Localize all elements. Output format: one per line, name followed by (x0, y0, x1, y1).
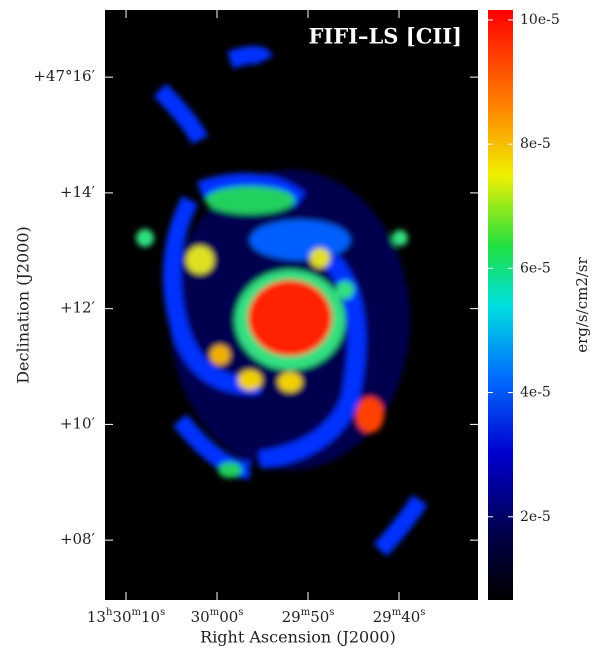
colorbar-label: erg/s/cm2/sr (573, 256, 591, 352)
x-tick-label: 29m50s (282, 607, 335, 626)
y-tick-label: +47°16′ (33, 67, 95, 85)
colorbar-tick-label: 8e-5 (520, 136, 551, 152)
y-axis-label: Declination (J2000) (14, 226, 33, 384)
x-axis-label: Right Ascension (J2000) (200, 628, 396, 647)
y-tick-label: +10′ (60, 414, 96, 432)
y-tick-label: +08′ (60, 530, 96, 548)
colorbar-tick-label: 2e-5 (520, 509, 551, 525)
y-tick-label: +12′ (60, 299, 96, 317)
x-tick-label: 29m40s (373, 607, 426, 626)
x-tick-label: 30m00s (191, 607, 244, 626)
colorbar-tick-label: 4e-5 (520, 385, 551, 401)
colorbar (488, 10, 513, 600)
y-tick-label: +14′ (60, 183, 96, 201)
colorbar-tick-label: 10e-5 (520, 12, 560, 28)
emission-map (136, 46, 428, 557)
colorbar-tick-label: 6e-5 (520, 260, 551, 276)
chart-title: FIFI–LS [CII] (309, 24, 462, 49)
x-tick-label: 13h30m10s (87, 607, 165, 626)
